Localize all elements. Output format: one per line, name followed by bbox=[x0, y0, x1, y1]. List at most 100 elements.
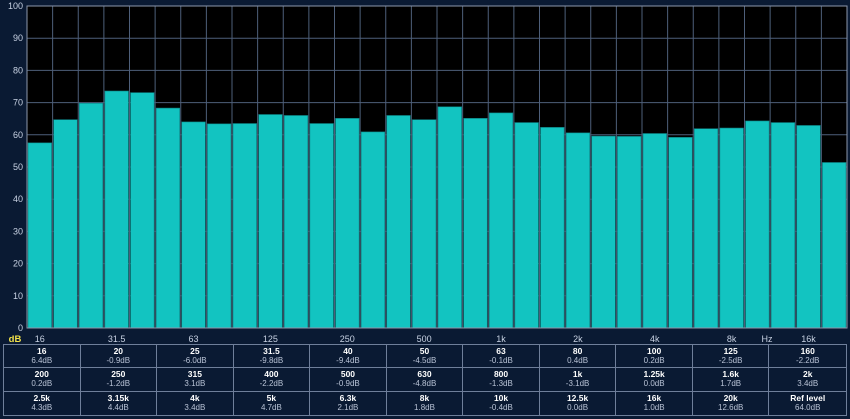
band-value: -2.5dB bbox=[718, 356, 743, 366]
bar-band-50 bbox=[155, 107, 181, 329]
y-tick-label: 60 bbox=[13, 130, 23, 140]
readout-cell: 400 -2.2dB bbox=[233, 368, 311, 392]
band-value: 64.0dB bbox=[795, 403, 821, 413]
band-label: 630 bbox=[417, 369, 432, 380]
bar-band-16 bbox=[27, 142, 52, 329]
band-value: 4.7dB bbox=[260, 403, 282, 413]
bar-band-100 bbox=[232, 123, 257, 329]
bar-band-200 bbox=[309, 123, 334, 329]
readout-cell: 3.15k 4.4dB bbox=[81, 391, 158, 415]
bar-band-315 bbox=[360, 131, 386, 329]
readout-cell: 800 -1.3dB bbox=[463, 368, 540, 392]
x-tick-label: 250 bbox=[340, 334, 355, 343]
band-level-readout-table: 16 6.4dB 20 -0.9dB 25 -6.0dB 31.5 -9.8dB 40 -9.4d… bbox=[3, 344, 847, 416]
readout-cell: 500 -0.9dB bbox=[310, 368, 387, 392]
bar-band-2k bbox=[565, 132, 591, 329]
readout-cell: 63 -0.1dB bbox=[463, 345, 540, 369]
bar-band-10k bbox=[745, 120, 770, 329]
band-label: 40 bbox=[343, 346, 353, 357]
x-tick-label: 63 bbox=[189, 334, 199, 343]
readout-cell: 5k 4.7dB bbox=[234, 391, 311, 415]
x-tick-label: 16k bbox=[801, 334, 816, 343]
band-value: 12.6dB bbox=[718, 403, 744, 413]
band-value: -3.1dB bbox=[565, 379, 590, 389]
readout-cell: 125 -2.5dB bbox=[692, 345, 770, 369]
readout-cell: 315 3.1dB bbox=[157, 368, 234, 392]
band-label: Ref level bbox=[790, 393, 826, 404]
bar-band-40 bbox=[130, 92, 155, 329]
x-tick-label: 1k bbox=[496, 334, 506, 343]
bar-band-1.25k bbox=[514, 122, 539, 329]
bar-band-125 bbox=[258, 114, 283, 329]
band-value: 0.0dB bbox=[643, 379, 665, 389]
y-tick-label: 10 bbox=[13, 291, 23, 301]
band-label: 125 bbox=[723, 346, 738, 357]
band-value: -1.2dB bbox=[106, 379, 131, 389]
band-value: -0.9dB bbox=[106, 356, 131, 366]
y-tick-label: 50 bbox=[13, 162, 23, 172]
bar-band-250 bbox=[335, 118, 360, 329]
readout-cell: 1k -3.1dB bbox=[539, 368, 617, 392]
band-value: 1.7dB bbox=[720, 379, 742, 389]
band-label: 20k bbox=[723, 393, 738, 404]
band-label: 800 bbox=[493, 369, 509, 380]
band-label: 1.25k bbox=[643, 369, 665, 380]
band-label: 80 bbox=[572, 346, 583, 357]
band-label: 2.5k bbox=[33, 393, 51, 404]
bar-band-160 bbox=[283, 115, 309, 329]
bar-band-2.5k bbox=[591, 135, 616, 329]
readout-cell: 16k 1.0dB bbox=[616, 391, 693, 415]
readout-cell: 4k 3.4dB bbox=[157, 391, 234, 415]
plot-frame bbox=[26, 5, 848, 329]
bar-band-5k bbox=[668, 137, 693, 329]
readout-cell: 12.5k 0.0dB bbox=[540, 391, 617, 415]
readout-cell: Ref level 64.0dB bbox=[769, 392, 846, 415]
band-value: 4.4dB bbox=[107, 403, 129, 413]
band-value: 2.1dB bbox=[337, 403, 359, 413]
band-value: 4.3dB bbox=[31, 403, 53, 413]
band-value: 1.0dB bbox=[643, 403, 665, 413]
x-tick-label: 125 bbox=[263, 334, 278, 343]
readout-cell: 630 -4.8dB bbox=[386, 368, 464, 392]
band-label: 1k bbox=[572, 369, 583, 380]
band-value: -0.1dB bbox=[489, 356, 513, 366]
bar-band-630 bbox=[437, 106, 462, 329]
band-label: 12.5k bbox=[566, 393, 589, 404]
y-unit-label: dB bbox=[9, 334, 22, 343]
band-label: 200 bbox=[34, 369, 49, 380]
readout-cell: 6.3k 2.1dB bbox=[310, 391, 387, 415]
band-value: 0.2dB bbox=[31, 379, 53, 389]
band-value: -9.8dB bbox=[259, 356, 284, 366]
y-tick-label: 20 bbox=[13, 259, 23, 269]
readout-cell: 160 -2.2dB bbox=[769, 345, 846, 369]
bar-band-8k bbox=[719, 127, 744, 329]
band-value: 0.4dB bbox=[567, 356, 589, 366]
x-tick-label: 31.5 bbox=[108, 334, 126, 343]
x-tick-label: 2k bbox=[573, 334, 583, 343]
readout-cell: 25 -6.0dB bbox=[157, 345, 234, 369]
readout-cell: 250 -1.2dB bbox=[80, 368, 158, 392]
band-value: -1.3dB bbox=[489, 379, 513, 389]
y-tick-label: 70 bbox=[13, 98, 23, 108]
band-label: 6.3k bbox=[339, 393, 357, 404]
band-value: -4.8dB bbox=[412, 379, 437, 389]
readout-cell: 10k -0.4dB bbox=[463, 391, 540, 415]
y-tick-label: 40 bbox=[13, 194, 23, 204]
y-tick-label: 30 bbox=[13, 226, 23, 236]
readout-cell: 40 -9.4dB bbox=[310, 345, 387, 369]
readout-cell: 80 0.4dB bbox=[539, 345, 617, 369]
bar-band-80 bbox=[207, 123, 232, 329]
band-value: -0.9dB bbox=[336, 379, 360, 389]
band-label: 250 bbox=[111, 369, 126, 380]
band-value: -9.4dB bbox=[336, 356, 360, 366]
band-label: 315 bbox=[187, 369, 202, 380]
band-label: 63 bbox=[496, 346, 506, 357]
band-value: -6.0dB bbox=[183, 356, 207, 366]
band-label: 16k bbox=[647, 393, 662, 404]
band-label: 5k bbox=[266, 393, 277, 404]
band-label: 25 bbox=[190, 346, 200, 357]
bar-band-3.15k bbox=[617, 136, 642, 329]
bar-band-800 bbox=[463, 118, 488, 329]
bar-band-12.5k bbox=[770, 122, 796, 329]
band-label: 20 bbox=[113, 346, 124, 357]
